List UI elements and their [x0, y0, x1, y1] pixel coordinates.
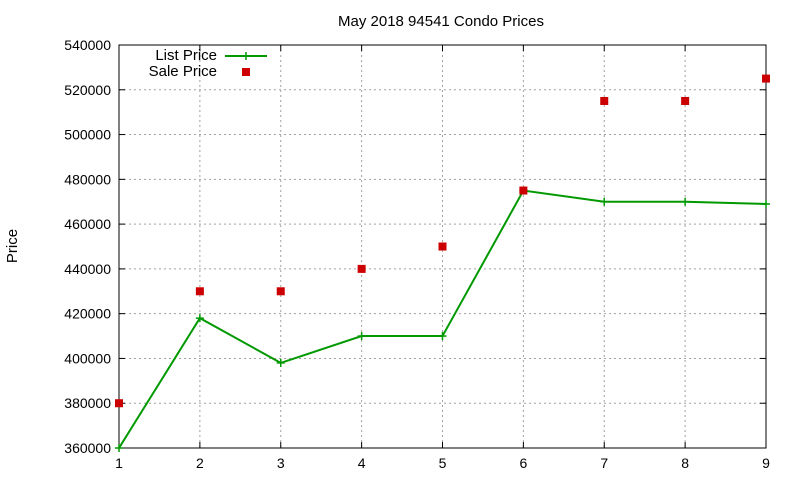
point-sale-price-5 [519, 186, 528, 195]
point-sale-price-2 [276, 287, 285, 296]
y-tick-label-1: 380000 [64, 395, 111, 411]
x-tick-label-4: 5 [439, 455, 447, 471]
y-tick-label-0: 360000 [64, 440, 111, 456]
y-tick-label-6: 480000 [64, 171, 111, 187]
legend-marker-sale-price [242, 68, 250, 76]
point-list-price-8 [762, 199, 770, 208]
point-list-price-0 [115, 444, 123, 452]
y-tick-label-4: 440000 [64, 261, 111, 277]
x-tick-label-7: 8 [681, 455, 689, 471]
point-list-price-3 [357, 332, 366, 341]
x-tick-label-5: 6 [519, 455, 527, 471]
point-sale-price-4 [438, 242, 447, 251]
point-sale-price-7 [681, 96, 690, 105]
x-tick-label-2: 3 [277, 455, 285, 471]
series [115, 74, 770, 452]
x-tick-label-1: 2 [196, 455, 204, 471]
point-list-price-7 [681, 197, 690, 206]
legend-label-sale-price: Sale Price [149, 63, 217, 80]
point-sale-price-3 [357, 264, 366, 273]
point-sale-price-6 [600, 96, 609, 105]
x-tick-label-3: 4 [358, 455, 366, 471]
legend-marker-list-price [242, 52, 250, 60]
x-tick-label-0: 1 [115, 455, 123, 471]
chart-title: May 2018 94541 Condo Prices [338, 13, 544, 30]
x-tick-label-8: 9 [762, 455, 770, 471]
y-tick-label-7: 500000 [64, 127, 111, 143]
y-axis-label: Price [4, 229, 21, 263]
point-sale-price-8 [762, 74, 770, 83]
y-tick-label-9: 540000 [64, 37, 111, 53]
y-tick-label-5: 460000 [64, 216, 111, 232]
point-list-price-6 [600, 197, 609, 206]
y-tick-label-8: 520000 [64, 82, 111, 98]
point-list-price-2 [276, 358, 285, 367]
point-sale-price-0 [115, 399, 123, 408]
series-sale-price [115, 74, 770, 408]
legend-label-list-price: List Price [155, 47, 217, 64]
point-list-price-4 [438, 332, 447, 341]
ticks: 360000 380000 400000 420000 440000 460000 4800… [64, 37, 770, 471]
point-sale-price-1 [195, 287, 204, 296]
point-list-price-1 [195, 314, 204, 323]
x-tick-label-6: 7 [600, 455, 608, 471]
y-tick-label-3: 420000 [64, 306, 111, 322]
legend: List Price Sale Price [149, 47, 267, 80]
y-tick-label-2: 400000 [64, 350, 111, 366]
